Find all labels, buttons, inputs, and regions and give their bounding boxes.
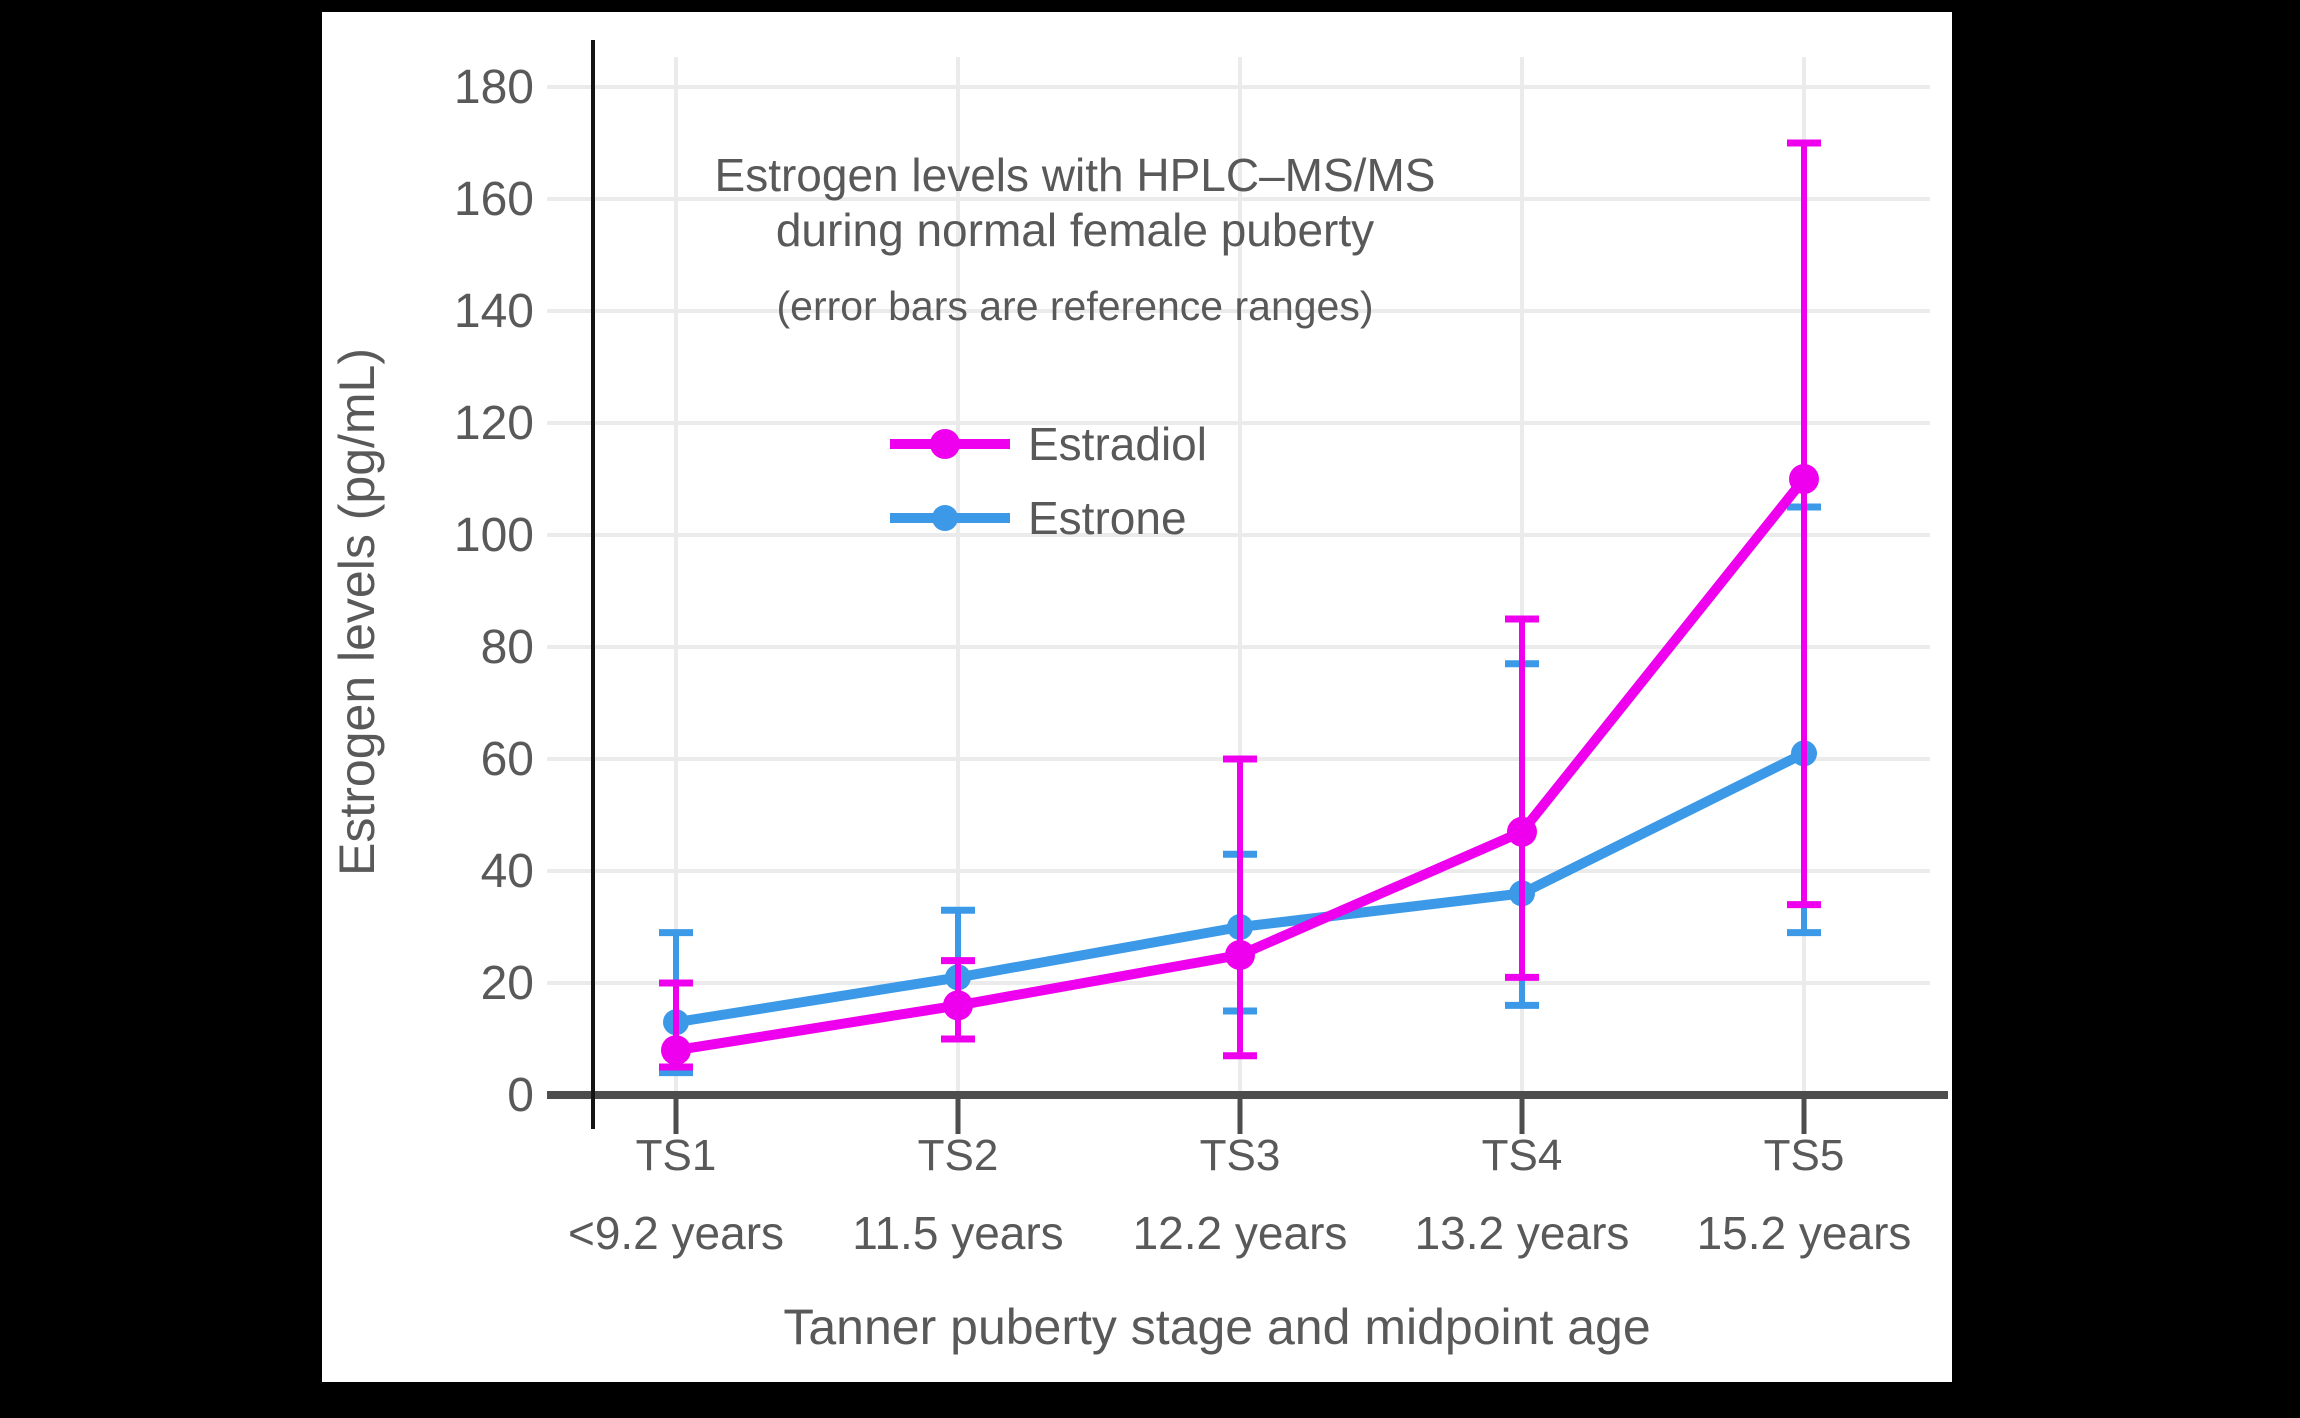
axes-layer [547, 40, 1948, 1134]
y-tick-label: 100 [454, 509, 534, 562]
chart-title-line1: Estrogen levels with HPLC–MS/MS [715, 149, 1436, 201]
estrone-legend-label: Estrone [1028, 492, 1187, 544]
category-age-label-TS2: 11.5 years [852, 1207, 1063, 1259]
estradiol-legend-label: Estradiol [1028, 418, 1207, 470]
y-tick-label: 140 [454, 285, 534, 338]
estradiol-point-TS4 [1507, 816, 1537, 847]
category-label-TS5: TS5 [1764, 1131, 1845, 1180]
legend: Estradiol Estrone [890, 418, 1207, 544]
x-axis-title: Tanner puberty stage and midpoint age [783, 1299, 1650, 1355]
y-tick-label: 60 [481, 733, 534, 786]
series-layer [659, 139, 1821, 1077]
y-tick-label: 20 [481, 957, 534, 1010]
y-tick-label: 80 [481, 621, 534, 674]
category-age-label-TS3: 12.2 years [1133, 1207, 1348, 1259]
estradiol-point-TS1 [661, 1035, 691, 1066]
estrogen-puberty-chart: 0 20 40 60 80 100 120 140 160 180 TS1 <9.2 years TS2… [329, 40, 1948, 1355]
y-axis-title: Estrogen levels (pg/mL) [329, 348, 385, 876]
category-label-TS3: TS3 [1200, 1131, 1281, 1180]
chart-canvas: 0 20 40 60 80 100 120 140 160 180 TS1 <9.2 years TS2… [322, 12, 1952, 1382]
estradiol-legend-marker [930, 429, 960, 459]
y-tick-label: 40 [481, 845, 534, 898]
y-tick-label: 0 [507, 1069, 534, 1122]
estradiol-point-TS5 [1789, 464, 1819, 494]
chart-subtitle: (error bars are reference ranges) [776, 283, 1373, 329]
tick-labels-layer: 0 20 40 60 80 100 120 140 160 180 TS1 <9.2 years TS2… [454, 61, 1911, 1259]
category-age-label-TS4: 13.2 years [1415, 1207, 1630, 1259]
category-label-TS4: TS4 [1482, 1131, 1563, 1180]
y-tick-label: 160 [454, 173, 534, 226]
category-label-TS2: TS2 [918, 1131, 999, 1180]
estradiol-point-TS3 [1225, 940, 1255, 970]
chart-title-line2: during normal female puberty [776, 204, 1374, 256]
estrone-legend-marker [932, 505, 958, 531]
estradiol-point-TS2 [943, 990, 973, 1021]
category-age-label-TS1: <9.2 years [568, 1207, 784, 1259]
y-tick-label: 120 [454, 397, 534, 450]
category-label-TS1: TS1 [636, 1131, 717, 1180]
category-age-label-TS5: 15.2 years [1697, 1207, 1912, 1259]
y-tick-label: 180 [454, 61, 534, 114]
